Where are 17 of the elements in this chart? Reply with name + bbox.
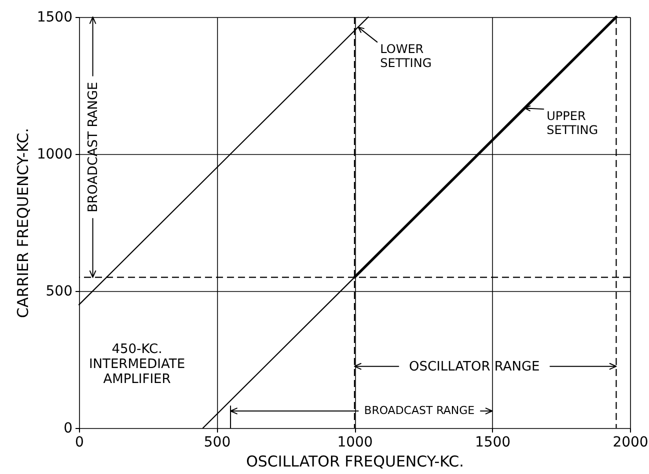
x-tick-label: 1500 (474, 434, 511, 450)
series-label: UPPER SETTING (546, 109, 598, 138)
annotation: BROADCAST RANGE (364, 404, 475, 417)
y-axis-title: CARRIER FREQUENCY-KC. (14, 128, 32, 318)
annotation: BROADCAST RANGE (86, 82, 101, 212)
x-axis-title: OSCILLATOR FREQUENCY-KC. (246, 452, 464, 470)
y-tick-label: 1500 (36, 10, 72, 26)
x-tick-label: 1000 (337, 434, 373, 450)
y-tick-label: 1000 (36, 146, 72, 162)
y-tick-label: 0 (64, 420, 72, 436)
x-tick-label: 2000 (612, 434, 648, 450)
x-tick-label: 500 (204, 434, 231, 450)
annotation: OSCILLATOR RANGE (408, 359, 540, 374)
annotation: 450-KC. INTERMEDIATE AMPLIFIER (88, 342, 186, 387)
y-tick-label: 500 (46, 284, 72, 300)
x-tick-label: 0 (75, 434, 84, 450)
text: LOWER SETTING (380, 42, 432, 70)
